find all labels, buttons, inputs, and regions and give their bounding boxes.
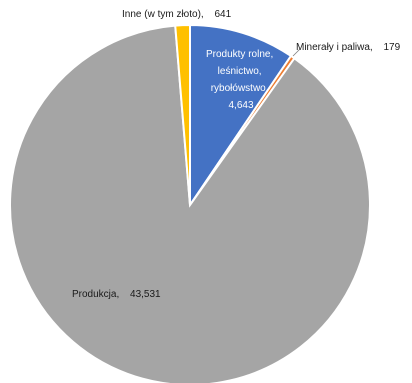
leader-line-mineraly (292, 48, 301, 57)
pie-slice-2 (9, 24, 371, 383)
pie-slice-0 (189, 23, 293, 209)
pie-slices (9, 23, 371, 383)
pie-slice-3 (174, 23, 191, 206)
slice-label-produkty-rolne: Produkty rolne, leśnictwo, rybołówstwo, … (206, 49, 276, 111)
slice-label-mineraly: Minerały i paliwa, 179 (296, 42, 401, 53)
slice-label-inne: Inne (w tym złoto), 641 (122, 9, 232, 20)
slice-label-produkcja: Produkcja, 43,531 (72, 289, 161, 300)
